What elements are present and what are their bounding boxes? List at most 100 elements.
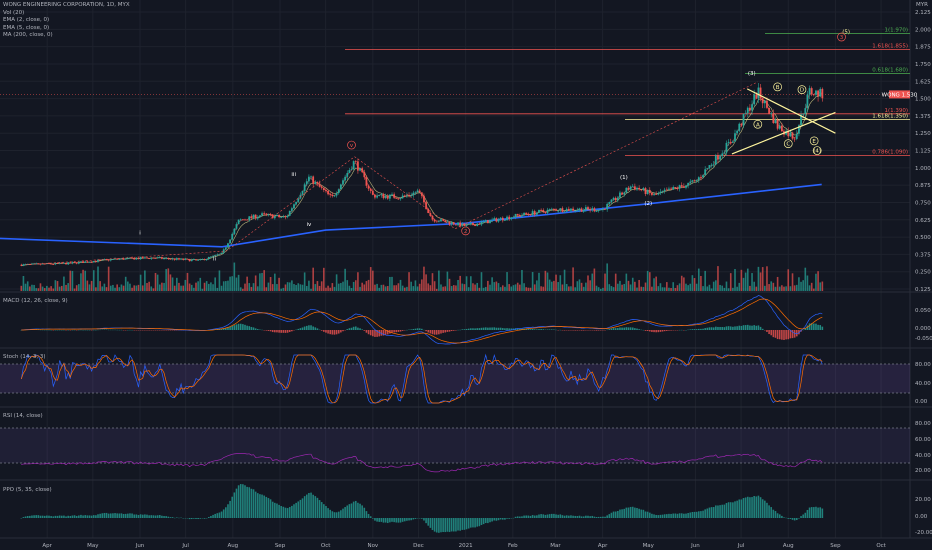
volume-bar: [757, 266, 760, 291]
ppo-bar: [759, 497, 762, 518]
macd-histogram-bar: [427, 330, 430, 333]
candle-body: [525, 212, 528, 214]
volume-bar: [627, 280, 630, 291]
legend-ma200[interactable]: MA (200, close, 0): [3, 32, 53, 38]
volume-bar: [604, 273, 606, 291]
candle-body: [244, 219, 246, 221]
candle-body: [165, 258, 168, 259]
candle-body: [570, 208, 572, 211]
volume-bar: [729, 273, 732, 291]
ppo-bar: [261, 494, 263, 518]
price-tick-label: 0.250: [915, 270, 931, 276]
ppo-bar: [312, 494, 314, 518]
ppo-bar: [727, 502, 730, 518]
candle-body: [804, 108, 807, 114]
candle-body: [82, 261, 84, 263]
macd-tick-label: -0.050: [915, 336, 932, 342]
ppo-bar: [391, 518, 393, 522]
candle-body: [702, 175, 704, 178]
volume-bar: [256, 286, 259, 291]
candle-body: [237, 219, 240, 225]
volume-bar: [127, 281, 129, 291]
candle-body: [288, 210, 291, 216]
stoch-pane-label[interactable]: Stoch (14, 3, 3): [3, 354, 46, 360]
candle-body: [655, 194, 658, 195]
volume-bar: [163, 282, 165, 291]
macd-histogram-bar: [335, 330, 338, 335]
ppo-bar: [499, 518, 502, 520]
candle-body: [154, 258, 157, 259]
volume-bar: [433, 281, 436, 291]
macd-histogram-bar: [506, 328, 508, 330]
volume-bar: [770, 281, 773, 291]
ppo-bar: [235, 488, 238, 518]
volume-bar: [764, 285, 766, 291]
volume-bar: [314, 284, 317, 291]
legend-volume[interactable]: Vol (20): [3, 9, 25, 16]
candle-body: [297, 198, 300, 202]
macd-histogram-bar: [504, 328, 506, 330]
ppo-bar: [124, 513, 127, 518]
legend-ema2[interactable]: EMA (2, close, 0): [3, 17, 50, 23]
ppo-bar: [625, 507, 628, 518]
macd-pane-label[interactable]: MACD (12, 26, close, 9): [3, 298, 68, 304]
candle-body: [557, 210, 560, 212]
macd-histogram-bar: [220, 328, 223, 330]
price-tag-text: WONG 1.530: [882, 92, 918, 98]
wave-label: (5): [842, 29, 850, 35]
macd-histogram-bar: [363, 330, 366, 331]
candle-body: [738, 123, 741, 131]
volume-bar: [725, 281, 728, 291]
macd-histogram-bar: [631, 327, 634, 330]
ppo-bar: [101, 513, 104, 518]
rsi-pane-label[interactable]: RSI (14, close): [3, 413, 43, 419]
ppo-bar: [484, 518, 487, 524]
candle-body: [135, 258, 138, 260]
volume-bar: [214, 277, 216, 291]
ppo-bar: [766, 502, 768, 518]
volume-bar: [538, 272, 540, 291]
symbol-title[interactable]: WONG ENGINEERING CORPORATION, 1D, MYX: [3, 2, 130, 8]
macd-histogram-bar: [246, 325, 248, 330]
ppo-bar: [244, 485, 246, 518]
candle-body: [67, 262, 70, 265]
candle-body: [220, 252, 223, 254]
ppo-bar: [717, 505, 719, 518]
ppo-bar: [308, 493, 310, 518]
x-tick-label: Jun: [135, 543, 145, 549]
candle-body: [457, 222, 459, 226]
ppo-bar: [109, 513, 112, 518]
volume-bar: [587, 275, 589, 291]
candle-body: [231, 233, 234, 240]
macd-histogram-bar: [391, 330, 393, 333]
candle-body: [691, 180, 694, 182]
volume-bar: [248, 283, 251, 291]
volume-bar: [31, 284, 33, 291]
volume-bar: [717, 266, 719, 291]
ppo-bar: [642, 509, 645, 518]
candle-body: [137, 258, 140, 260]
ppo-bar: [670, 513, 672, 518]
legend-ema5[interactable]: EMA (5, close, 0): [3, 24, 50, 31]
volume-bar: [527, 287, 530, 291]
candle-body: [465, 224, 468, 226]
ppo-bar: [412, 518, 415, 520]
candle-body: [665, 189, 668, 191]
macd-histogram-bar: [333, 330, 336, 335]
volume-bar: [776, 276, 779, 291]
ppo-bar: [225, 507, 227, 518]
x-tick-label: Nov: [367, 543, 378, 549]
ppo-bar: [629, 506, 632, 518]
price-tick-label: 1.500: [915, 97, 931, 103]
ppo-bar: [685, 513, 687, 518]
ppo-bar: [291, 505, 293, 518]
ppo-bar: [163, 516, 165, 518]
ppo-bar: [580, 516, 583, 518]
macd-histogram-bar: [225, 328, 227, 330]
candle-body: [416, 190, 419, 193]
candle-body: [778, 125, 781, 129]
volume-bar: [71, 270, 74, 291]
ppo-bar: [171, 517, 174, 518]
ppo-pane-label[interactable]: PPO (5, 35, close): [3, 487, 52, 493]
